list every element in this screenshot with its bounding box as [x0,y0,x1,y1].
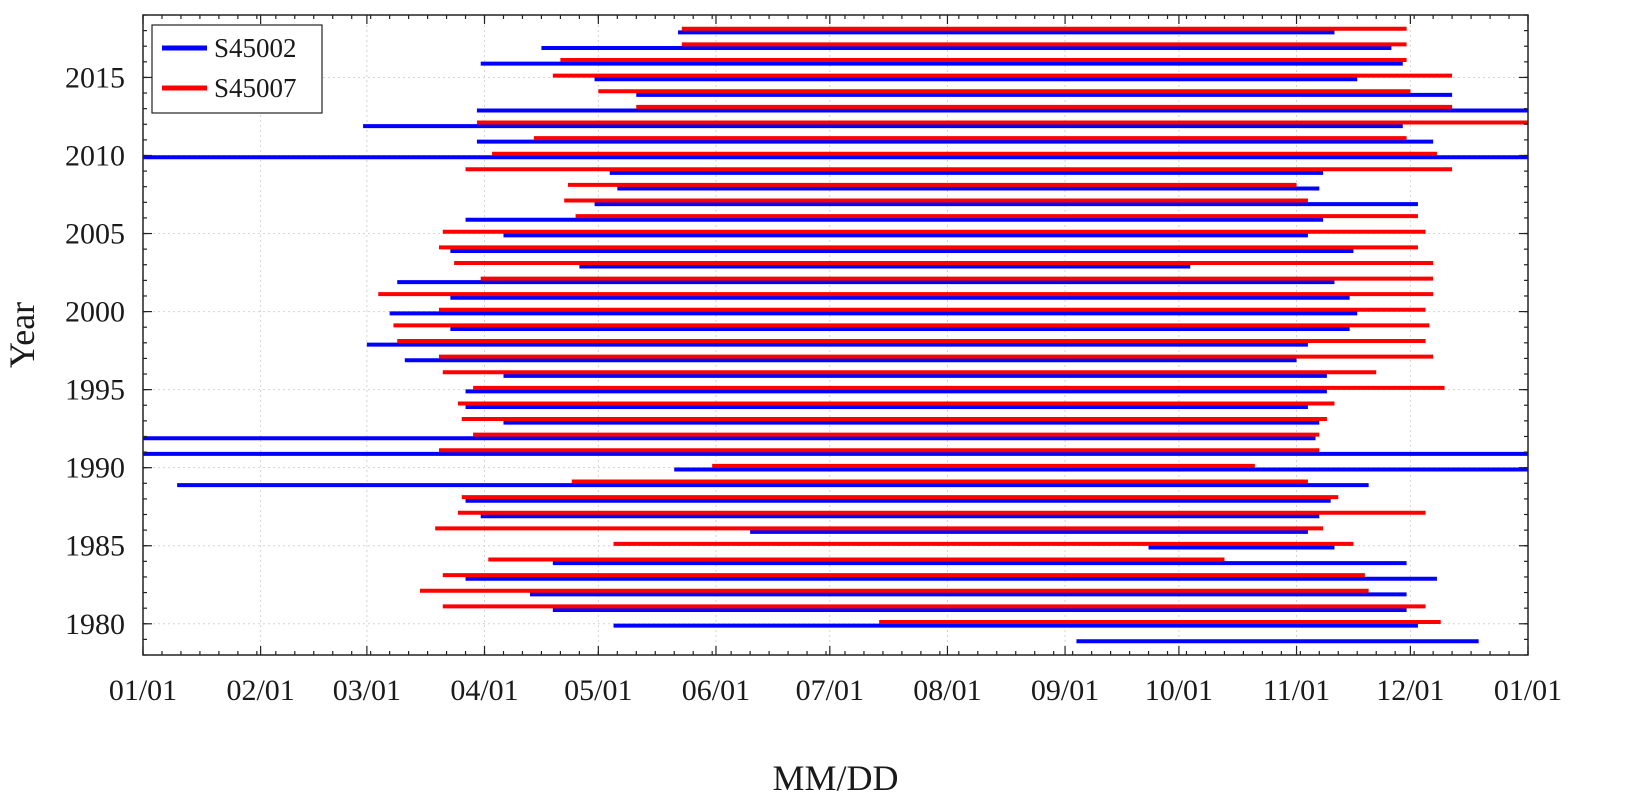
x-tick-label: 03/01 [333,674,401,707]
x-tick-label: 10/01 [1145,674,1213,707]
y-tick-label: 2015 [65,61,125,94]
x-tick-label: 06/01 [682,674,750,707]
y-tick-label: 1980 [65,608,125,641]
plot-frame [142,14,1529,656]
x-tick-label: 05/01 [564,674,632,707]
legend-box [151,24,323,114]
y-tick-label: 2000 [65,296,125,329]
y-tick-label: 1990 [65,452,125,485]
legend-label-s45002: S45002 [214,33,297,63]
x-tick-label: 01/01 [109,674,177,707]
x-tick-label: 04/01 [450,674,518,707]
x-tick-label: 02/01 [226,674,294,707]
y-tick-label: 1995 [65,374,125,407]
y-tick-labels: 1980 1985 1990 1995 2000 2005 2010 2015 [65,61,125,640]
legend-label-s45007: S45007 [214,73,297,103]
y-tick-label: 2005 [65,218,125,251]
ticks-layer [142,14,1529,656]
x-tick-label: 12/01 [1376,674,1444,707]
x-tick-label: 08/01 [913,674,981,707]
x-tick-labels: 01/01 02/01 03/01 04/01 05/01 06/01 07/01 08/01… [109,674,1562,707]
x-axis-label: MM/DD [772,758,898,798]
legend: S45002 S45007 [151,24,323,114]
y-tick-label: 1985 [65,530,125,563]
y-tick-label: 2010 [65,139,125,172]
x-tick-label: 07/01 [796,674,864,707]
x-tick-label: 09/01 [1031,674,1099,707]
bars-layer [143,26,1528,644]
x-tick-label: 01/01 [1494,674,1562,707]
y-axis-label: Year [2,302,42,368]
x-tick-label: 11/01 [1263,674,1330,707]
